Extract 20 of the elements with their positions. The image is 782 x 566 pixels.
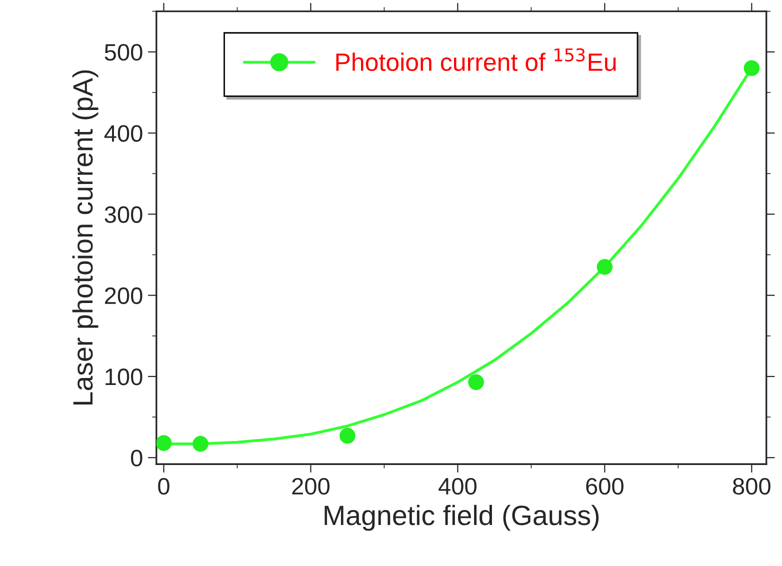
- x-tick-label: 600: [586, 478, 624, 495]
- point: [192, 436, 208, 452]
- point: [744, 60, 760, 76]
- point: [156, 435, 172, 451]
- x-tick-label: 800: [732, 478, 770, 495]
- y-tick-label: 100: [106, 368, 142, 386]
- y-tick-label: 200: [105, 287, 142, 304]
- point: [340, 428, 356, 444]
- x-tick-label: 400: [438, 478, 476, 495]
- x-axis-title: Magnetic field (Gauss): [324, 504, 599, 531]
- point: [596, 259, 613, 275]
- y-tick-label: 500: [104, 44, 142, 61]
- y-tick-label: 300: [104, 206, 142, 223]
- x-tick-label: 200: [292, 478, 330, 495]
- point: [468, 374, 484, 390]
- y-axis-title: Laser photoion current (pA): [72, 70, 98, 404]
- y-tick-label: 0: [131, 450, 142, 466]
- x-tick-label: 0: [158, 478, 170, 495]
- legend-label: Photoion current of $^{153}$Eu: [336, 48, 616, 72]
- y-tick-label: 400: [104, 125, 142, 142]
